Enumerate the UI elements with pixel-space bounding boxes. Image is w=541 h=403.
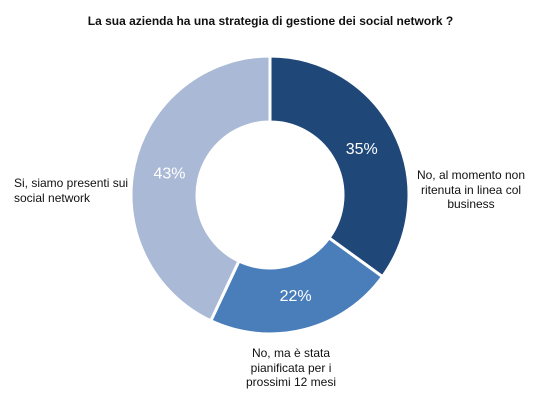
value-label-present: 43% — [153, 166, 185, 183]
category-label-not-aligned: No, al momento non ritenuta in linea col b… — [410, 168, 532, 212]
category-label-planned: No, ma è stata pianificata per i prossimi … — [238, 346, 344, 390]
category-label-line: No, al momento non — [416, 168, 526, 182]
chart-title: La sua azienda ha una strategia di gesti… — [87, 14, 454, 28]
category-label-line: No, ma è stata — [251, 346, 331, 360]
slice-planned — [208, 235, 385, 336]
category-label-line: social network — [14, 190, 91, 205]
category-label-line: business — [447, 197, 495, 211]
value-label-not-aligned: 35% — [346, 141, 378, 158]
category-label-line: prossimi 12 mesi — [245, 375, 337, 389]
category-label-line: pianificata per i — [250, 360, 332, 375]
category-label-line: Si, siamo presenti sui — [14, 176, 129, 190]
category-label-present: Si, siamo presenti sui social network — [14, 176, 132, 205]
slice-present — [129, 54, 272, 323]
category-label-line: ritenuta in linea col — [420, 182, 522, 197]
slice-not-aligned — [268, 54, 411, 279]
value-label-planned: 22% — [280, 288, 312, 305]
